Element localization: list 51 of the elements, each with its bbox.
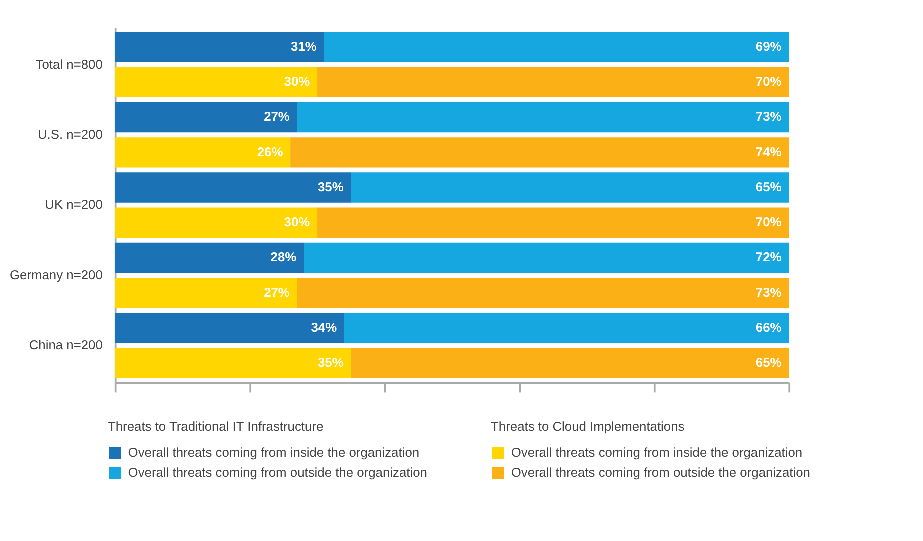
y-tick-label: U.S. n=200 [38, 126, 103, 142]
bar [115, 67, 318, 98]
data-label: 65% [756, 179, 782, 194]
bar [351, 172, 790, 203]
bar [304, 242, 790, 274]
data-label: 74% [756, 144, 782, 160]
bar [297, 102, 790, 133]
bar [115, 172, 352, 203]
y-tick-label: China n=200 [29, 338, 103, 353]
legend-label: Overall threats coming from inside the organization [128, 444, 420, 460]
legend-label: Overall threats coming from outside the organization [128, 465, 428, 480]
data-label: 35% [318, 355, 344, 370]
data-label: 73% [756, 284, 782, 300]
bar [351, 348, 790, 378]
bar [297, 278, 790, 308]
bar [290, 138, 790, 168]
data-label: 28% [270, 250, 298, 265]
bar [115, 313, 344, 344]
y-tick-label: Germany n=200 [10, 267, 103, 282]
data-label: 26% [257, 144, 284, 160]
data-label: 31% [291, 38, 318, 54]
data-label: 35% [318, 179, 344, 194]
y-tick-label: UK n=200 [45, 197, 103, 212]
y-tick-label: Total n=800 [36, 56, 103, 72]
bar [115, 138, 291, 168]
data-label: 30% [284, 74, 311, 90]
legend-label: Overall threats coming from outside the organization [511, 465, 810, 480]
legend-label: Overall threats coming from inside the organization [511, 444, 803, 460]
data-label: 69% [756, 38, 782, 54]
data-label: 73% [756, 109, 782, 124]
data-label: 27% [264, 109, 290, 124]
data-label: 27% [264, 284, 290, 300]
bar [344, 313, 790, 344]
bar [115, 242, 304, 274]
data-label: 70% [756, 74, 782, 90]
bar [115, 208, 318, 238]
bar [324, 32, 790, 62]
data-label: 66% [756, 320, 782, 335]
bar [318, 67, 790, 98]
text: Threats to Traditional IT Infrastructure [108, 418, 324, 434]
bar [115, 348, 352, 378]
bar [115, 278, 298, 308]
data-label: 34% [311, 320, 338, 335]
bar [318, 208, 790, 238]
bar [115, 102, 298, 133]
text: Threats to Cloud Implementations [491, 418, 685, 434]
bar [115, 32, 324, 62]
data-label: 30% [284, 214, 311, 230]
data-label: 70% [756, 214, 782, 230]
data-label: 65% [756, 355, 782, 370]
data-label: 72% [756, 250, 782, 265]
